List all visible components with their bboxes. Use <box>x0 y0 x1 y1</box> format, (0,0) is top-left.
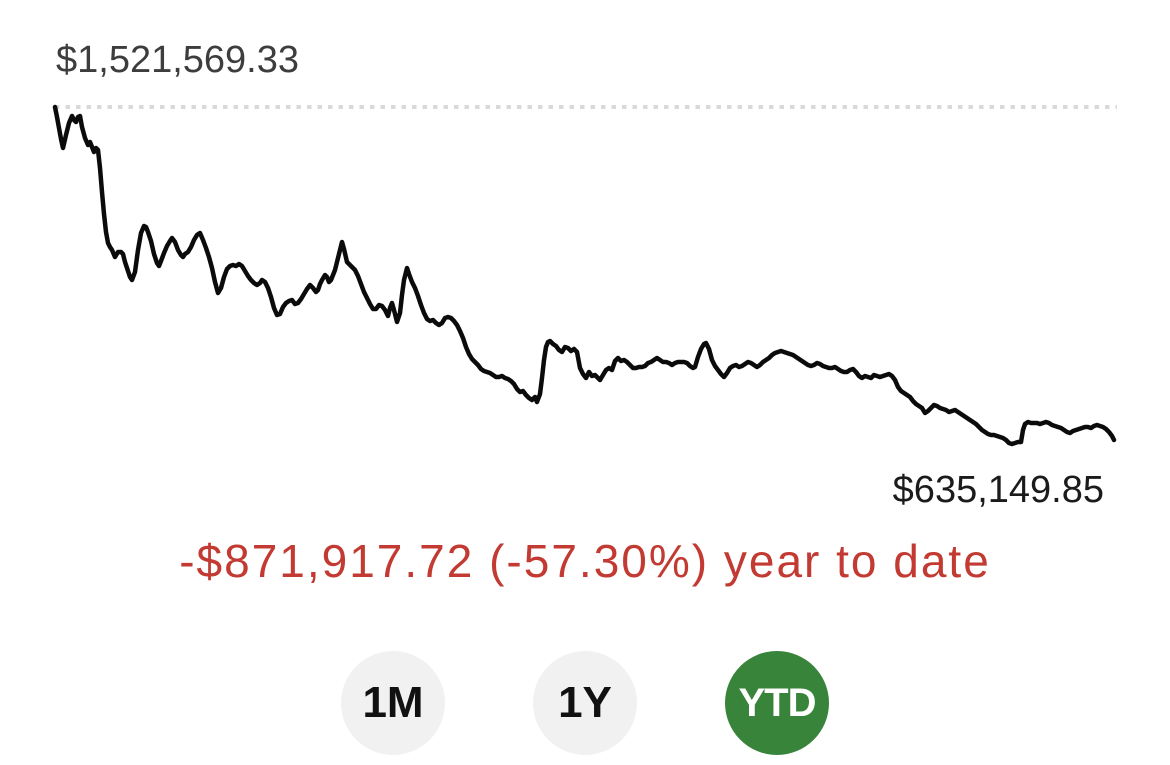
range-button-label: 1M <box>362 678 424 727</box>
range-button-ytd[interactable]: YTD <box>725 651 829 755</box>
price-line <box>52 104 1117 447</box>
ytd-change-label: -$871,917.72 (-57.30%) year to date <box>179 535 991 587</box>
range-button-label: 1Y <box>558 678 612 727</box>
range-button-row: 1M 1Y YTD <box>0 651 1170 755</box>
start-value-label: $1,521,569.33 <box>56 39 300 81</box>
price-chart[interactable] <box>0 0 1170 560</box>
range-button-1m[interactable]: 1M <box>341 651 445 755</box>
end-value-label: $635,149.85 <box>892 469 1104 511</box>
range-button-1y[interactable]: 1Y <box>533 651 637 755</box>
price-chart-svg <box>52 104 1117 447</box>
range-button-label: YTD <box>738 680 817 725</box>
